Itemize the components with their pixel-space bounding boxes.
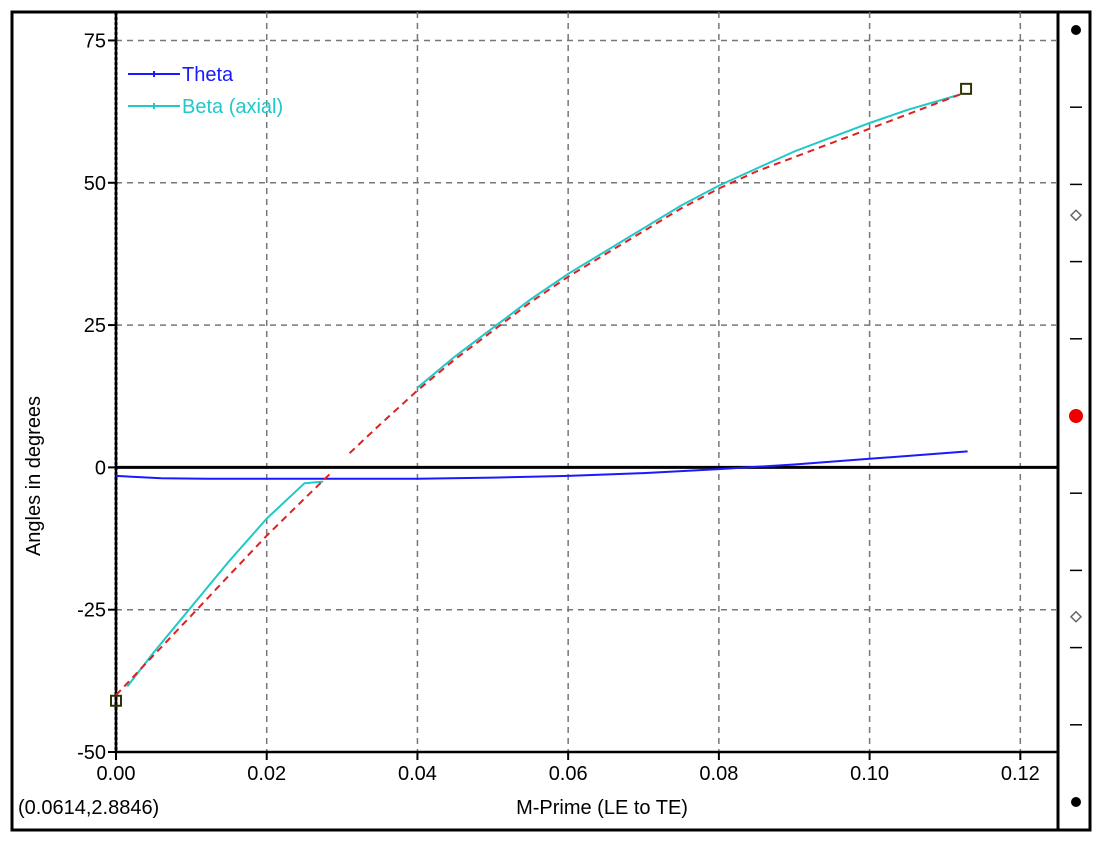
cursor-readout: (0.0614,2.8846)	[18, 797, 159, 819]
y-tick-label: 50	[84, 173, 106, 195]
side-scale-end-dot	[1071, 797, 1081, 807]
endpoint-markers	[110, 82, 973, 707]
x-tick-label: 0.02	[247, 763, 286, 785]
legend: Theta Beta (axial)	[128, 64, 283, 118]
x-tick-label: 0.00	[97, 763, 136, 785]
y-axis-label: Angles in degrees	[23, 396, 45, 556]
y-tick-label: 25	[84, 315, 106, 337]
y-tick-label: -25	[77, 600, 106, 622]
y-tick-label: 75	[84, 30, 106, 52]
x-tick-label: 0.06	[549, 763, 588, 785]
series-line-reference-3	[115, 472, 332, 696]
legend-label: Beta (axial)	[182, 96, 283, 118]
side-scale-diamond-marker	[1069, 610, 1083, 623]
side-scale-current-marker	[1069, 409, 1083, 423]
x-tick-label: 0.10	[850, 763, 889, 785]
x-axis-label: M-Prime (LE to TE)	[516, 797, 688, 819]
endpoint-marker	[960, 82, 973, 95]
series-group	[115, 93, 968, 696]
side-scale-end-dot	[1071, 25, 1081, 35]
side-scale-diamond-marker	[1069, 209, 1083, 222]
tick-labels: 0.00 0.02 0.04 0.06 0.08 0.10 0.12 75 50 25 0 -25 -5…	[77, 30, 1040, 785]
y-tick-label: -50	[77, 742, 106, 764]
legend-label: Theta	[182, 64, 234, 86]
axes	[108, 12, 1058, 760]
series-line-theta	[115, 450, 968, 480]
series-line-beta-axial-	[416, 93, 961, 389]
grid	[116, 12, 1058, 752]
series-line-reference-4	[348, 93, 961, 454]
series-line-beta-axial-	[126, 480, 324, 688]
endpoint-marker	[110, 694, 122, 707]
y-tick-label: 0	[95, 457, 106, 479]
x-tick-label: 0.08	[699, 763, 738, 785]
side-scale[interactable]	[1069, 25, 1083, 807]
x-tick-label: 0.04	[398, 763, 437, 785]
chart-border	[10, 10, 1092, 832]
x-tick-label: 0.12	[1001, 763, 1040, 785]
